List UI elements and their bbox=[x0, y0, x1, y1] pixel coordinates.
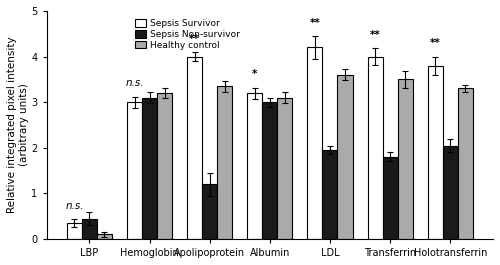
Y-axis label: Relative integrated pixel intensity
(arbitrary units): Relative integrated pixel intensity (arb… bbox=[7, 37, 28, 213]
Bar bbox=[428, 66, 442, 239]
Bar bbox=[398, 80, 412, 239]
Bar bbox=[187, 56, 202, 239]
Bar bbox=[382, 157, 398, 239]
Bar bbox=[202, 184, 217, 239]
Bar bbox=[67, 223, 82, 239]
Bar bbox=[157, 93, 172, 239]
Bar bbox=[127, 102, 142, 239]
Bar bbox=[142, 98, 157, 239]
Bar bbox=[442, 145, 458, 239]
Bar bbox=[248, 93, 262, 239]
Text: **: ** bbox=[310, 18, 320, 28]
Bar bbox=[322, 150, 338, 239]
Bar bbox=[458, 89, 473, 239]
Text: n.s.: n.s. bbox=[126, 78, 144, 89]
Bar bbox=[82, 219, 97, 239]
Text: *: * bbox=[252, 69, 258, 80]
Bar bbox=[97, 235, 112, 239]
Text: **: ** bbox=[370, 30, 380, 40]
Text: n.s.: n.s. bbox=[65, 201, 84, 211]
Bar bbox=[338, 75, 352, 239]
Text: **: ** bbox=[430, 38, 440, 48]
Legend: Sepsis Survivor, Sepsis Non-survivor, Healthy control: Sepsis Survivor, Sepsis Non-survivor, He… bbox=[132, 15, 243, 53]
Bar bbox=[217, 86, 232, 239]
Bar bbox=[308, 47, 322, 239]
Text: **: ** bbox=[190, 34, 200, 44]
Bar bbox=[278, 98, 292, 239]
Bar bbox=[262, 102, 278, 239]
Bar bbox=[368, 56, 382, 239]
